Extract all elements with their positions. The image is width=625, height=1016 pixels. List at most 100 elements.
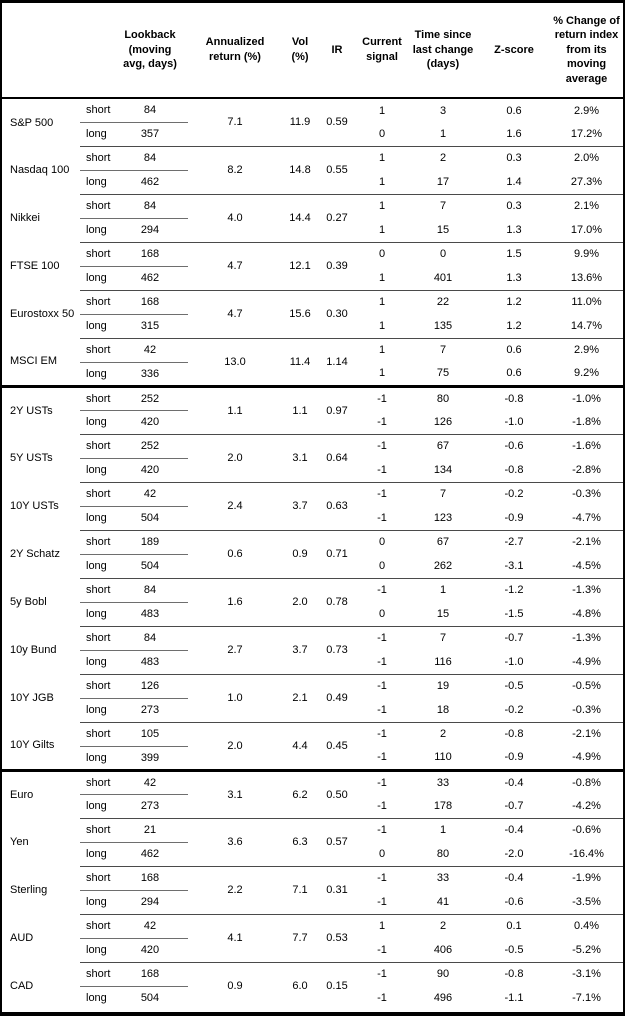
asset-name: 10Y USTs — [10, 500, 59, 512]
signal-short-value: 0 — [356, 241, 408, 266]
time-since-short-value: 3 — [408, 97, 478, 122]
asset-name: FTSE 100 — [10, 260, 60, 272]
annualized-return-value: 2.0 — [188, 433, 282, 482]
lookback-long-value: 504 — [140, 992, 160, 1005]
asset-name: AUD — [10, 932, 34, 944]
asset-short-row: Euro short 42 3.1 6.2 0.50 -1 33 -0.4 -0… — [2, 768, 623, 818]
asset-short-row: 2Y Schatz short 189 0.6 0.9 0.71 0 67 -2… — [2, 529, 623, 578]
ir-value: 0.49 — [318, 673, 356, 722]
signal-short-value: 1 — [356, 145, 408, 170]
signal-short-value: -1 — [356, 721, 408, 746]
z-score-short-value: -0.7 — [478, 625, 550, 650]
z-score-long-value: -2.0 — [504, 847, 524, 860]
lookback-short-value: 84 — [112, 625, 188, 651]
vol-value: 3.1 — [282, 433, 318, 482]
asset-block: Euro short 42 3.1 6.2 0.50 -1 33 -0.4 -0… — [2, 768, 623, 818]
ir-value: 0.30 — [318, 289, 356, 338]
ir-value: 0.73 — [318, 625, 356, 674]
asset-name: 10Y JGB — [10, 692, 54, 704]
time-since-short-value: 80 — [408, 384, 478, 410]
lookback-short-value: 168 — [112, 241, 188, 267]
signal-long-value: -1 — [377, 992, 387, 1004]
asset-name: Nasdaq 100 — [10, 164, 70, 176]
z-score-long-value: -3.1 — [504, 559, 524, 572]
asset-name: 5y Bobl — [10, 596, 47, 608]
time-since-short-value: 33 — [408, 865, 478, 890]
pct-change-short-value: -0.3% — [550, 481, 623, 506]
lookback-long-value: 462 — [140, 272, 160, 284]
ir-value: 0.39 — [318, 241, 356, 290]
asset-long-row: long 420 -1 406 -0.5 -5.2% — [2, 938, 623, 962]
pct-change-long-value: -4.2% — [572, 799, 601, 812]
asset-long-row: long 399 -1 110 -0.9 -4.9% — [2, 746, 623, 770]
leg-short-label: short — [80, 289, 112, 315]
z-score-long-value: -0.5 — [504, 943, 524, 956]
time-since-short-value: 33 — [408, 768, 478, 794]
z-score-short-value: -0.8 — [478, 721, 550, 746]
ir-value: 0.31 — [318, 865, 356, 914]
time-since-short-value: 67 — [408, 433, 478, 458]
asset-block: Eurostoxx 50 short 168 4.7 15.6 0.30 1 2… — [2, 289, 623, 338]
z-score-long-value: 1.3 — [506, 271, 522, 284]
pct-change-long-value: 14.7% — [570, 319, 603, 332]
asset-name: Sterling — [10, 884, 48, 896]
annualized-return-value: 7.1 — [188, 97, 282, 146]
time-since-long-value: 135 — [433, 319, 453, 332]
asset-block: FTSE 100 short 168 4.7 12.1 0.39 0 0 1.5… — [2, 241, 623, 290]
pct-change-short-value: -1.6% — [550, 433, 623, 458]
time-since-long-value: 1 — [439, 127, 447, 140]
asset-block: 10y Bund short 84 2.7 3.7 0.73 -1 7 -0.7… — [2, 625, 623, 674]
z-score-long-value: -0.7 — [504, 799, 524, 812]
asset-short-row: 5y Bobl short 84 1.6 2.0 0.78 -1 1 -1.2 … — [2, 577, 623, 626]
vol-value: 4.4 — [282, 721, 318, 770]
z-score-short-value: -0.4 — [478, 817, 550, 842]
lookback-long-value: 294 — [140, 224, 160, 236]
signal-long-value: 0 — [378, 847, 386, 860]
vol-value: 2.0 — [282, 577, 318, 626]
lookback-long-value: 504 — [140, 512, 160, 524]
ir-value: 0.55 — [318, 145, 356, 194]
leg-short-label: short — [80, 241, 112, 267]
pct-change-long-value: -4.9% — [572, 655, 601, 668]
time-since-long-value: 134 — [433, 463, 453, 476]
pct-change-short-value: -2.1% — [550, 529, 623, 554]
leg-short-label: short — [80, 913, 112, 939]
ir-value: 0.59 — [318, 97, 356, 146]
signal-long-value: -1 — [377, 943, 387, 956]
leg-short-label: short — [80, 529, 112, 555]
z-score-short-value: -0.4 — [478, 768, 550, 794]
lookback-long-value: 462 — [140, 848, 160, 860]
annualized-return-value: 4.7 — [188, 241, 282, 290]
time-since-long-value: 116 — [434, 655, 452, 668]
vol-value: 11.9 — [282, 97, 318, 146]
pct-change-short-value: -0.6% — [550, 817, 623, 842]
pct-change-short-value: -1.0% — [550, 384, 623, 410]
pct-change-short-value: -0.8% — [550, 768, 623, 794]
momentum-signals-table: Lookback (moving avg, days) Annualized r… — [2, 3, 623, 1010]
asset-block: Yen short 21 3.6 6.3 0.57 -1 1 -0.4 -0.6… — [2, 817, 623, 866]
signal-short-value: -1 — [356, 384, 408, 410]
leg-short-label: short — [80, 193, 112, 219]
lookback-short-value: 84 — [112, 193, 188, 219]
z-score-short-value: 1.2 — [478, 289, 550, 314]
asset-long-row: long 504 -1 496 -1.1 -7.1% — [2, 986, 623, 1010]
time-since-long-value: 17 — [436, 175, 450, 188]
signal-long-value: -1 — [377, 751, 387, 764]
asset-long-row: long 294 1 15 1.3 17.0% — [2, 218, 623, 242]
asset-name: S&P 500 — [10, 116, 54, 129]
vol-value: 6.0 — [282, 961, 318, 1010]
pct-change-short-value: -1.3% — [550, 625, 623, 650]
annualized-return-value: 1.6 — [188, 577, 282, 626]
signal-long-value: 0 — [378, 559, 386, 572]
corner-empty-cell — [2, 3, 112, 99]
z-score-long-value: 1.4 — [506, 175, 522, 188]
signal-short-value: -1 — [356, 817, 408, 842]
asset-block: 5Y USTs short 252 2.0 3.1 0.64 -1 67 -0.… — [2, 433, 623, 482]
asset-short-row: Yen short 21 3.6 6.3 0.57 -1 1 -0.4 -0.6… — [2, 817, 623, 866]
z-score-short-value: 0.6 — [478, 97, 550, 122]
annualized-return-value: 3.1 — [188, 768, 282, 818]
table-header: Lookback (moving avg, days) Annualized r… — [2, 3, 623, 99]
asset-short-row: Eurostoxx 50 short 168 4.7 15.6 0.30 1 2… — [2, 289, 623, 338]
z-score-long-value: 1.2 — [506, 319, 522, 332]
lookback-long-value: 336 — [140, 367, 160, 380]
